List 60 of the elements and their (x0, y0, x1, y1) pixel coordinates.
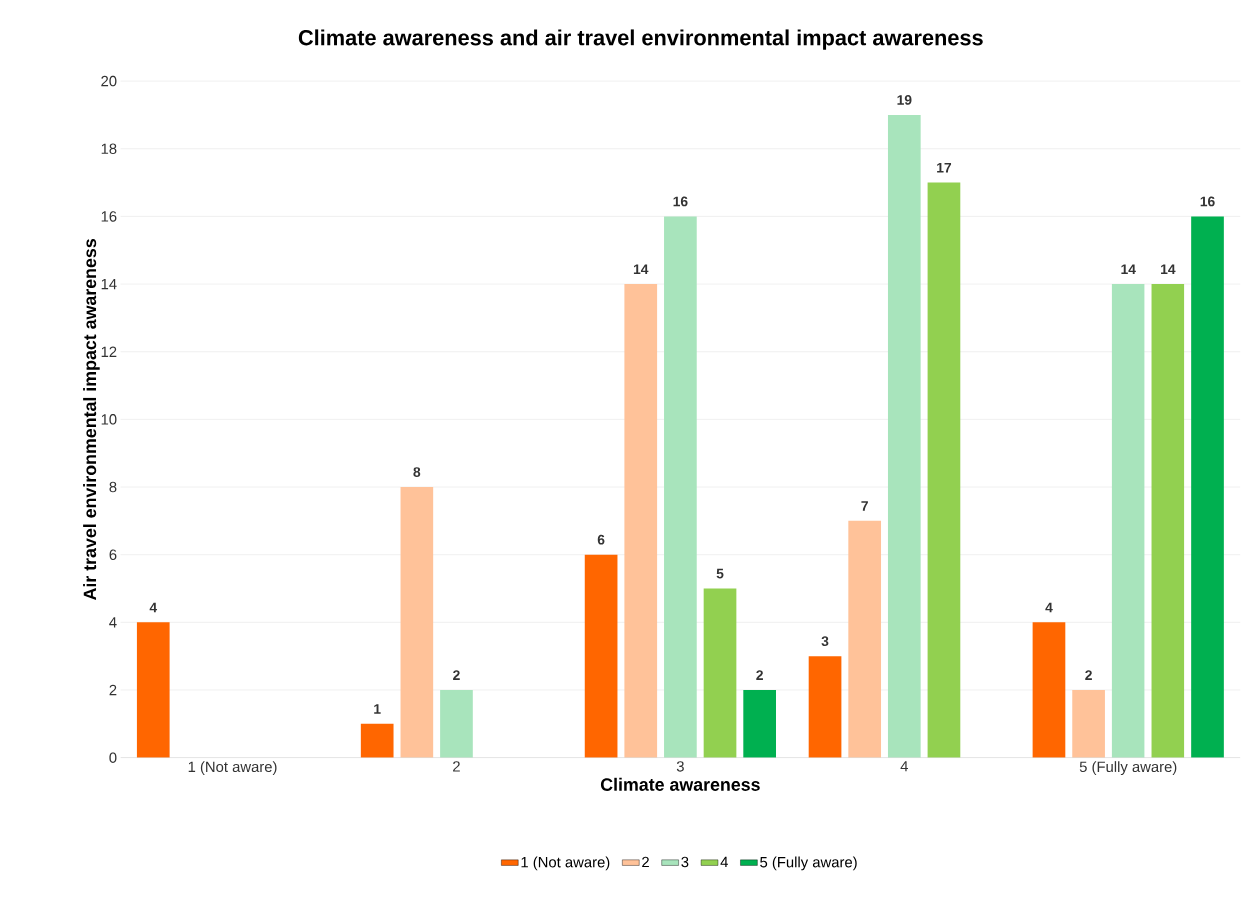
bar (1151, 284, 1185, 758)
bar (360, 723, 394, 758)
data-label: 16 (673, 196, 688, 207)
chart-title: Climate awareness and air travel environmental impact awareness (298, 29, 983, 50)
bar (584, 554, 618, 758)
data-label: 2 (453, 670, 460, 680)
data-label: 14 (1121, 264, 1136, 274)
y-tick-label: 8 (109, 481, 117, 493)
data-label: 19 (897, 95, 912, 105)
bar (887, 114, 921, 758)
bar (703, 588, 737, 758)
data-label: 5 (716, 568, 724, 579)
bar (1191, 216, 1224, 758)
data-label: 1 (374, 704, 381, 714)
data-label: 6 (597, 534, 605, 545)
bar (400, 487, 434, 758)
data-label: 2 (1085, 670, 1092, 680)
x-tick-label: 2 (453, 761, 460, 772)
data-label: 7 (861, 501, 868, 511)
legend-label: 3 (681, 856, 689, 868)
data-label: 16 (1200, 196, 1215, 207)
data-label: 17 (937, 162, 952, 173)
data-label: 3 (821, 636, 829, 647)
y-tick-label: 2 (109, 684, 117, 696)
bar (743, 689, 776, 758)
y-tick-label: 0 (109, 752, 117, 763)
x-tick-label: 5 (Fully aware) (1079, 761, 1177, 775)
y-tick-label: 12 (101, 346, 117, 357)
bar (808, 656, 842, 758)
bar (1072, 689, 1105, 758)
bar (1032, 622, 1066, 758)
y-tick-label: 18 (101, 143, 117, 154)
y-tick-label: 16 (101, 211, 117, 222)
x-tick-label: 3 (676, 761, 684, 772)
x-axis-title: Climate awareness (600, 777, 760, 791)
bar (927, 182, 961, 758)
data-label: 14 (1161, 264, 1176, 274)
y-axis-title: Air travel environmental impact awareness (83, 239, 100, 600)
legend-label: 1 (Not aware) (521, 856, 610, 871)
bar (624, 284, 658, 758)
bar (136, 622, 170, 758)
data-label: 4 (149, 602, 158, 613)
legend-label: 2 (642, 856, 649, 868)
bar (664, 216, 697, 758)
data-label: 4 (1045, 602, 1053, 613)
legend-label: 5 (Fully aware) (760, 856, 857, 871)
y-tick-label: 20 (101, 75, 117, 87)
y-tick-label: 10 (101, 414, 117, 425)
y-tick-label: 6 (109, 549, 117, 560)
y-tick-label: 4 (109, 617, 117, 628)
bar (440, 689, 473, 758)
y-tick-label: 14 (101, 278, 117, 290)
data-label: 14 (633, 264, 649, 274)
data-label: 2 (756, 670, 763, 680)
x-tick-label: 1 (Not aware) (188, 761, 277, 775)
bar (1111, 284, 1145, 758)
data-label: 8 (413, 467, 421, 477)
bar (848, 520, 882, 758)
x-tick-label: 4 (900, 761, 909, 772)
legend-label: 4 (720, 856, 728, 867)
